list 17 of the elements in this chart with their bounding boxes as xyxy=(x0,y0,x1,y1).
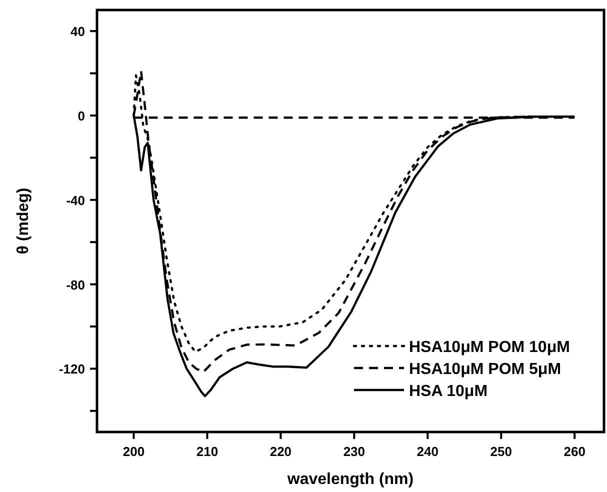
y-tick-label: -40 xyxy=(66,192,85,208)
x-axis-title: wavelength (nm) xyxy=(286,471,414,488)
y-axis-title: θ (mdeg) xyxy=(15,188,32,254)
y-tick-label: 40 xyxy=(70,24,85,40)
x-tick-label: 210 xyxy=(196,444,218,459)
x-tick-label: 200 xyxy=(122,444,145,459)
y-tick-label: -80 xyxy=(66,277,85,292)
x-tick-label: 260 xyxy=(564,444,586,459)
legend-label: HSA 10μM xyxy=(409,383,488,400)
x-tick-label: 220 xyxy=(270,444,292,459)
x-tick-label: 230 xyxy=(343,444,366,459)
y-tick-label: -120 xyxy=(58,362,85,377)
legend-label: HSA10μM POM 5μM xyxy=(409,361,562,378)
y-tick-label: 0 xyxy=(78,108,85,124)
x-tick-label: 240 xyxy=(416,444,439,459)
x-tick-label: 250 xyxy=(490,444,512,459)
legend-label: HSA10μM POM 10μM xyxy=(409,339,570,356)
